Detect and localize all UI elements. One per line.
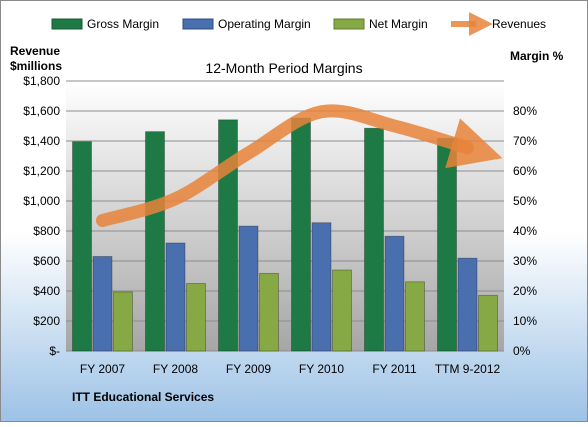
- bar-gross-margin: [72, 141, 92, 352]
- legend-item-net-margin: Net Margin: [333, 17, 428, 31]
- category-tick-label: TTM 9-2012: [435, 362, 501, 376]
- legend-label-gross-margin: Gross Margin: [87, 17, 159, 31]
- right-tick-label: 60%: [513, 164, 537, 178]
- right-tick-label: 0%: [513, 344, 531, 358]
- left-tick-label: $600: [33, 254, 60, 268]
- axes: $- 0% $200 10% $400 20% $600 30% $800 40% $1,000 50…: [23, 74, 537, 376]
- bar-gross-margin: [218, 119, 238, 352]
- left-tick-label: $1,000: [23, 194, 60, 208]
- bar-gross-margin: [364, 127, 384, 352]
- left-tick-label: $1,400: [23, 134, 60, 148]
- revenue-line-path: [96, 104, 503, 227]
- right-tick-label: 10%: [513, 314, 537, 328]
- bar-net-margin: [478, 294, 498, 352]
- right-axis-title: Margin %: [510, 49, 564, 63]
- legend-item-revenues: Revenues: [451, 12, 546, 36]
- legend-swatch-gross-margin: [51, 18, 83, 30]
- legend-label-operating-margin: Operating Margin: [218, 17, 311, 31]
- left-axis-title-line2: $millions: [10, 59, 62, 73]
- left-tick-label: $400: [33, 284, 60, 298]
- left-tick-label: $800: [33, 224, 60, 238]
- left-tick-label: $1,200: [23, 164, 60, 178]
- legend-swatch-operating-margin: [182, 18, 214, 30]
- bar-net-margin: [259, 272, 279, 352]
- legend-label-revenues: Revenues: [492, 17, 546, 31]
- left-tick-label: $1,800: [23, 74, 60, 88]
- bar-net-margin: [405, 281, 425, 352]
- bar-operating-margin: [238, 225, 259, 352]
- gridlines: [66, 80, 504, 352]
- bars: [72, 117, 498, 352]
- bar-gross-margin: [291, 117, 311, 352]
- bar-operating-margin: [311, 222, 332, 352]
- right-tick-label: 50%: [513, 194, 537, 208]
- footer-company-name: ITT Educational Services: [72, 390, 214, 404]
- chart-title: 12-Month Period Margins: [205, 60, 362, 76]
- legend-item-gross-margin: Gross Margin: [51, 17, 159, 31]
- right-tick-label: 30%: [513, 254, 537, 268]
- bar-operating-margin: [92, 256, 113, 352]
- bar-operating-margin: [384, 235, 405, 352]
- category-tick-label: FY 2007: [80, 362, 125, 376]
- left-axis-title-line1: Revenue: [10, 44, 60, 58]
- legend-swatch-net-margin: [333, 18, 365, 30]
- bar-net-margin: [113, 291, 133, 352]
- category-tick-label: FY 2011: [372, 362, 417, 376]
- revenue-line: [96, 104, 503, 227]
- bar-net-margin: [186, 283, 206, 352]
- bar-gross-margin: [145, 131, 165, 352]
- left-tick-label: $1,600: [23, 104, 60, 118]
- legend-item-operating-margin: Operating Margin: [182, 17, 311, 31]
- legend: Gross Margin Operating Margin Net Margin…: [51, 12, 546, 36]
- bar-net-margin: [332, 269, 352, 352]
- bar-operating-margin: [457, 257, 478, 352]
- right-tick-label: 20%: [513, 284, 537, 298]
- category-tick-label: FY 2009: [226, 362, 271, 376]
- legend-label-net-margin: Net Margin: [369, 17, 428, 31]
- right-tick-label: 40%: [513, 224, 537, 238]
- bar-operating-margin: [165, 242, 186, 352]
- right-tick-label: 80%: [513, 104, 537, 118]
- left-tick-label: $-: [49, 344, 60, 358]
- left-tick-label: $200: [33, 314, 60, 328]
- category-tick-label: FY 2010: [299, 362, 344, 376]
- category-tick-label: FY 2008: [153, 362, 198, 376]
- right-tick-label: 70%: [513, 134, 537, 148]
- bar-gross-margin: [437, 137, 457, 352]
